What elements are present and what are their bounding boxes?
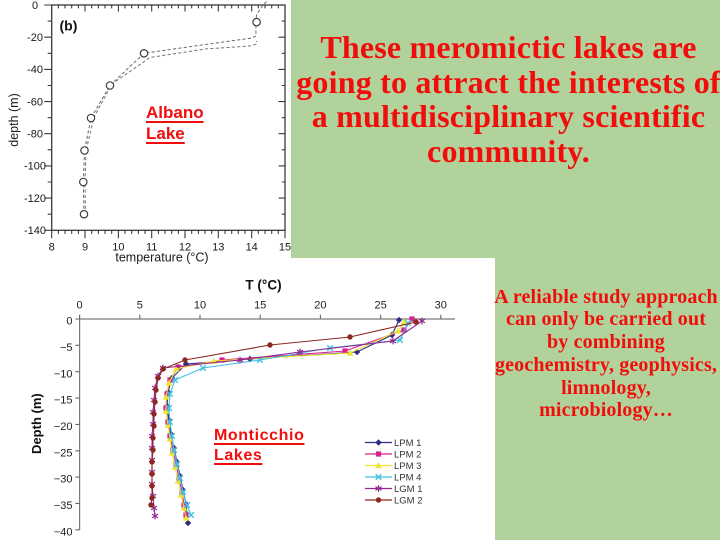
svg-text:Depth (m): Depth (m)	[29, 393, 44, 454]
svg-text:−15: −15	[54, 395, 73, 407]
svg-text:-20: -20	[27, 32, 43, 44]
svg-text:LGM 2: LGM 2	[394, 495, 423, 506]
svg-text:−20: −20	[54, 421, 73, 433]
svg-text:5: 5	[137, 299, 143, 311]
svg-text:15: 15	[254, 299, 266, 311]
svg-text:depth (m): depth (m)	[7, 93, 21, 147]
svg-text:-60: -60	[27, 96, 43, 108]
svg-text:14: 14	[246, 242, 258, 254]
svg-text:-120: -120	[24, 193, 46, 205]
svg-text:LPM 3: LPM 3	[394, 461, 421, 472]
svg-text:temperature (°C): temperature (°C)	[115, 251, 208, 265]
svg-text:8: 8	[49, 242, 55, 254]
svg-text:0: 0	[32, 0, 38, 12]
svg-text:−10: −10	[54, 368, 73, 380]
svg-text:13: 13	[212, 242, 224, 254]
svg-text:11: 11	[146, 242, 157, 254]
svg-text:−5: −5	[60, 342, 73, 354]
svg-text:−25: −25	[54, 447, 73, 459]
svg-text:10: 10	[112, 242, 124, 254]
svg-text:12: 12	[179, 242, 191, 254]
svg-text:T (°C): T (°C)	[245, 278, 281, 293]
svg-text:0: 0	[66, 316, 72, 328]
svg-text:20: 20	[314, 299, 326, 311]
svg-text:LPM 2: LPM 2	[394, 449, 421, 460]
svg-text:-140: -140	[24, 225, 46, 237]
svg-text:30: 30	[435, 299, 447, 311]
svg-text:10: 10	[194, 299, 206, 311]
svg-text:25: 25	[374, 299, 386, 311]
svg-text:LPM 1: LPM 1	[394, 438, 421, 449]
svg-text:9: 9	[82, 242, 88, 254]
svg-text:LGM 1: LGM 1	[394, 484, 423, 495]
svg-text:0: 0	[77, 299, 83, 311]
svg-text:-100: -100	[24, 161, 46, 173]
svg-text:−35: −35	[54, 500, 73, 512]
svg-text:−30: −30	[54, 474, 73, 486]
svg-text:-40: -40	[27, 64, 43, 76]
svg-text:−40: −40	[54, 526, 73, 538]
svg-text:-80: -80	[27, 129, 43, 141]
svg-text:(b): (b)	[60, 18, 78, 34]
svg-text:15: 15	[279, 242, 291, 254]
svg-text:LPM 4: LPM 4	[394, 472, 421, 483]
